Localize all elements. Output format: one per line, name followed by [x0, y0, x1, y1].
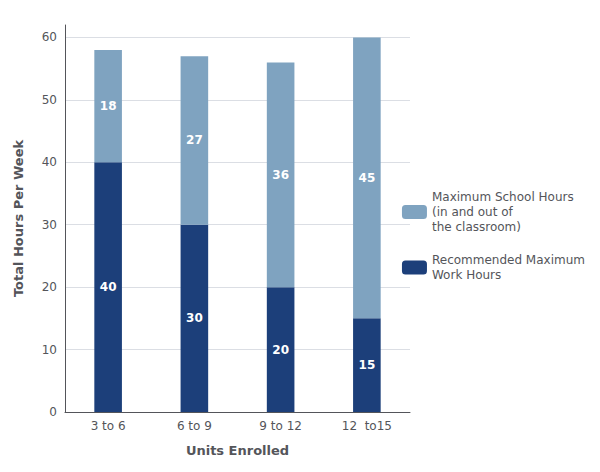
svg-text:18: 18 [100, 99, 117, 113]
svg-text:50: 50 [42, 93, 57, 107]
svg-text:6 to 9: 6 to 9 [177, 419, 212, 433]
svg-text:Units Enrolled: Units Enrolled [186, 443, 289, 458]
svg-text:Recommended Maximum: Recommended Maximum [432, 253, 585, 267]
svg-text:20: 20 [272, 343, 289, 357]
svg-text:Total Hours Per Week: Total Hours Per Week [11, 140, 26, 298]
svg-text:(in and out of: (in and out of [432, 205, 514, 219]
svg-text:40: 40 [42, 155, 57, 169]
svg-text:40: 40 [100, 280, 117, 294]
svg-text:45: 45 [359, 171, 376, 185]
svg-text:27: 27 [186, 133, 203, 147]
svg-text:12 to15: 12 to15 [342, 419, 392, 433]
svg-text:30: 30 [186, 311, 203, 325]
svg-text:Maximum School Hours: Maximum School Hours [432, 190, 574, 204]
svg-text:10: 10 [42, 343, 57, 357]
svg-text:Work Hours: Work Hours [432, 268, 501, 282]
svg-text:30: 30 [42, 218, 57, 232]
svg-text:9 to 12: 9 to 12 [259, 419, 302, 433]
svg-text:15: 15 [359, 358, 376, 372]
svg-text:0: 0 [49, 405, 57, 419]
svg-text:20: 20 [42, 280, 57, 294]
svg-text:36: 36 [272, 168, 289, 182]
svg-text:60: 60 [42, 30, 57, 44]
svg-text:3 to 6: 3 to 6 [91, 419, 126, 433]
svg-text:the classroom): the classroom) [432, 220, 521, 234]
